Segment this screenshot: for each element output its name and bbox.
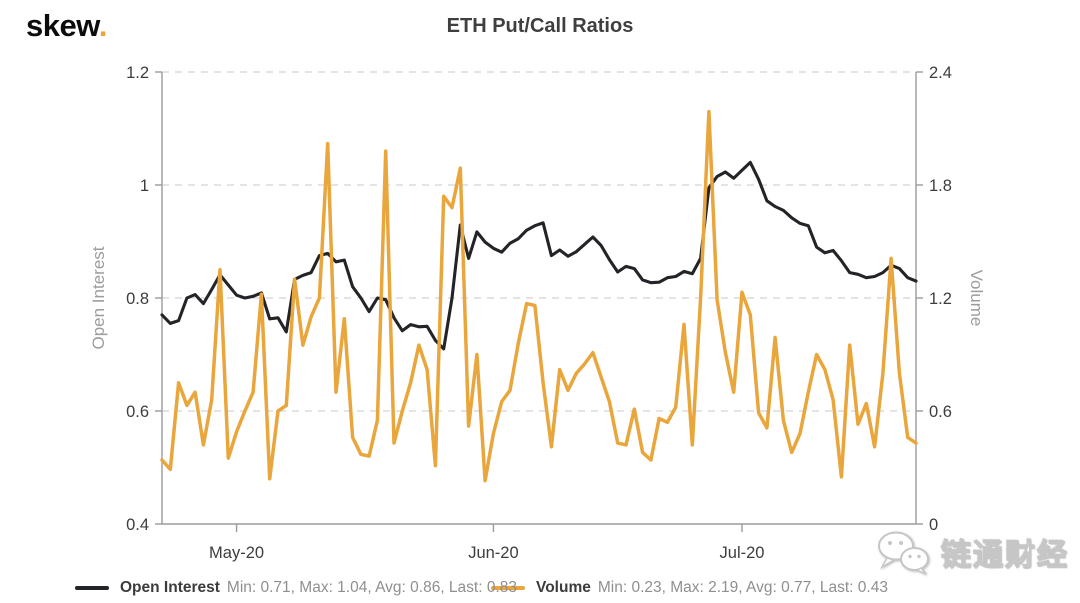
y-right-tick-label: 0 xyxy=(929,516,938,534)
x-tick-label: Jul-20 xyxy=(720,544,765,562)
skew-logo: skew. xyxy=(26,8,107,44)
open-interest-line xyxy=(160,160,918,351)
legend: Open Interest Min: 0.71, Max: 1.04, Avg:… xyxy=(75,579,892,597)
y-left-tick-label: 0.6 xyxy=(126,403,149,421)
open-interest-legend-dash xyxy=(75,586,109,590)
x-tick-label: May-20 xyxy=(209,544,264,562)
watermark: 链通财经 xyxy=(876,529,1069,575)
y-left-tick-label: 1.2 xyxy=(126,64,149,82)
watermark-text: 链通财经 xyxy=(940,538,1069,572)
open-interest-legend-label[interactable]: Open Interest xyxy=(120,579,220,596)
volume-line xyxy=(160,109,918,483)
volume-legend-stats: Min: 0.23, Max: 2.19, Avg: 0.77, Last: 0… xyxy=(597,579,888,596)
y-left-tick-label: 0.8 xyxy=(126,290,149,308)
y-right-tick-label: 1.8 xyxy=(929,177,952,195)
y-left-tick-label: 0.4 xyxy=(126,516,149,534)
wechat-icon xyxy=(878,531,929,575)
logo-dot: . xyxy=(98,8,108,43)
y-left-tick-label: 1 xyxy=(140,177,149,195)
y-right-tick-label: 2.4 xyxy=(929,64,952,82)
y-right-tick-label: 1.2 xyxy=(929,290,952,308)
volume-legend-label[interactable]: Volume xyxy=(536,579,591,596)
x-tick-label: Jun-20 xyxy=(468,544,518,562)
logo-text: skew xyxy=(26,8,99,43)
right-axis-title: Volume xyxy=(967,269,986,327)
y-right-tick-label: 0.6 xyxy=(929,403,952,421)
left-axis-title: Open Interest xyxy=(89,246,108,350)
volume-legend-dash xyxy=(491,586,526,590)
page-title: ETH Put/Call Ratios xyxy=(446,15,634,37)
open-interest-legend-stats: Min: 0.71, Max: 1.04, Avg: 0.86, Last: 0… xyxy=(226,579,518,596)
